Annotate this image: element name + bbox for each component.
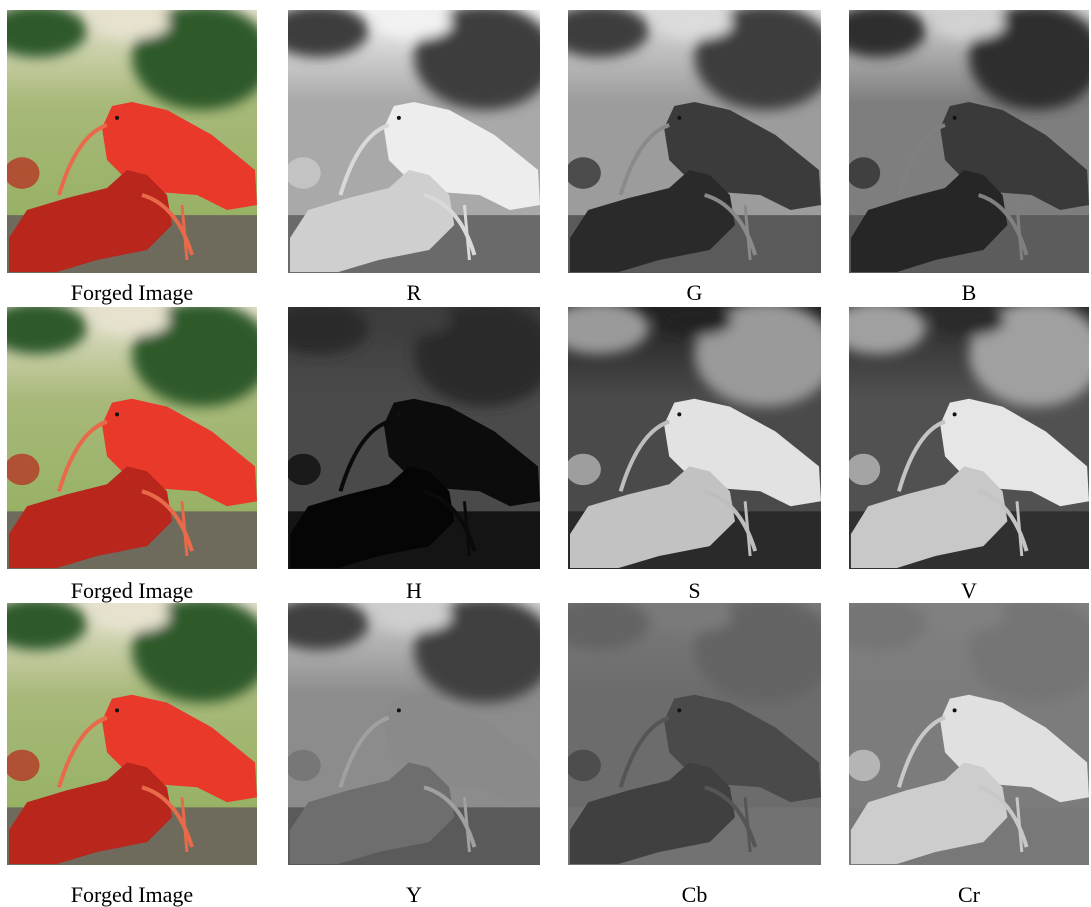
caption-h: H xyxy=(406,578,422,603)
h-channel-image xyxy=(288,307,540,569)
r-channel-image xyxy=(288,10,540,273)
cr-channel-image xyxy=(849,603,1089,865)
panel-v-channel xyxy=(849,307,1089,569)
forged-image-photo xyxy=(7,603,257,865)
panel-r-channel xyxy=(288,10,540,273)
caption-r: R xyxy=(406,280,422,305)
panel-forged-image-2 xyxy=(7,307,257,569)
b-channel-image xyxy=(849,10,1089,273)
g-channel-image xyxy=(568,10,821,273)
caption-forged-image-1: Forged Image xyxy=(70,280,194,305)
panel-h-channel xyxy=(288,307,540,569)
cb-channel-image xyxy=(568,603,821,865)
forged-image-photo xyxy=(7,10,257,273)
caption-cb: Cb xyxy=(681,882,708,907)
panel-g-channel xyxy=(568,10,821,273)
panel-forged-image-1 xyxy=(7,10,257,273)
panel-s-channel xyxy=(568,307,821,569)
caption-b: B xyxy=(961,280,977,305)
caption-forged-image-2: Forged Image xyxy=(70,578,194,603)
caption-s: S xyxy=(688,578,701,603)
y-channel-image xyxy=(288,603,540,865)
panel-y-channel xyxy=(288,603,540,865)
panel-b-channel xyxy=(849,10,1089,273)
caption-g: G xyxy=(686,280,703,305)
caption-cr: Cr xyxy=(958,882,980,907)
caption-forged-image-3: Forged Image xyxy=(70,882,194,907)
forged-image-photo xyxy=(7,307,257,569)
v-channel-image xyxy=(849,307,1089,569)
caption-y: Y xyxy=(406,882,422,907)
caption-v: V xyxy=(961,578,977,603)
panel-forged-image-3 xyxy=(7,603,257,865)
s-channel-image xyxy=(568,307,821,569)
panel-cr-channel xyxy=(849,603,1089,865)
panel-cb-channel xyxy=(568,603,821,865)
